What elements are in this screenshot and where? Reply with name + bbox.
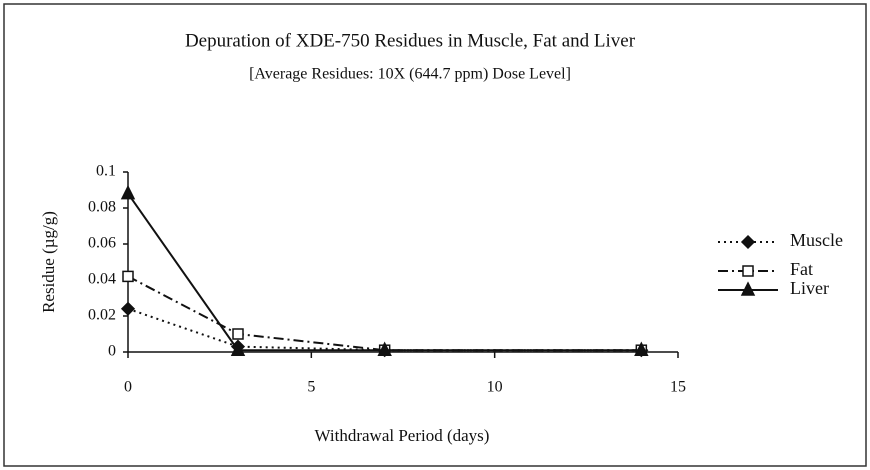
x-axis-label: Withdrawal Period (days)	[315, 426, 490, 445]
chart-subtitle: [Average Residues: 10X (644.7 ppm) Dose …	[249, 66, 571, 83]
x-tick-label: 15	[670, 379, 686, 396]
x-tick-label: 5	[307, 379, 315, 396]
chart-frame	[3, 3, 867, 467]
y-tick-label: 0.02	[88, 307, 116, 324]
marker	[377, 341, 392, 356]
marker	[230, 341, 246, 356]
marker	[232, 328, 244, 340]
legend-label: Fat	[790, 259, 813, 279]
y-tick-label: 0.04	[88, 271, 116, 288]
x-tick-label: 0	[124, 379, 132, 396]
y-axis-label: Residue (µg/g)	[39, 211, 58, 313]
legend-label: Muscle	[790, 230, 843, 250]
marker	[120, 301, 136, 316]
x-tick-label: 10	[487, 379, 503, 396]
chart-title: Depuration of XDE-750 Residues in Muscle…	[185, 30, 636, 51]
marker	[740, 281, 756, 296]
marker	[740, 234, 756, 250]
marker	[120, 184, 136, 200]
series-line	[127, 193, 642, 352]
y-tick-label: 0.06	[88, 235, 116, 252]
y-tick-label: 0	[108, 343, 116, 360]
marker	[634, 341, 649, 356]
y-tick-label: 0.08	[88, 199, 116, 216]
y-tick-label: 0.1	[96, 163, 116, 180]
marker	[742, 265, 754, 277]
legend-label: Liver	[790, 278, 829, 298]
marker	[122, 270, 134, 283]
